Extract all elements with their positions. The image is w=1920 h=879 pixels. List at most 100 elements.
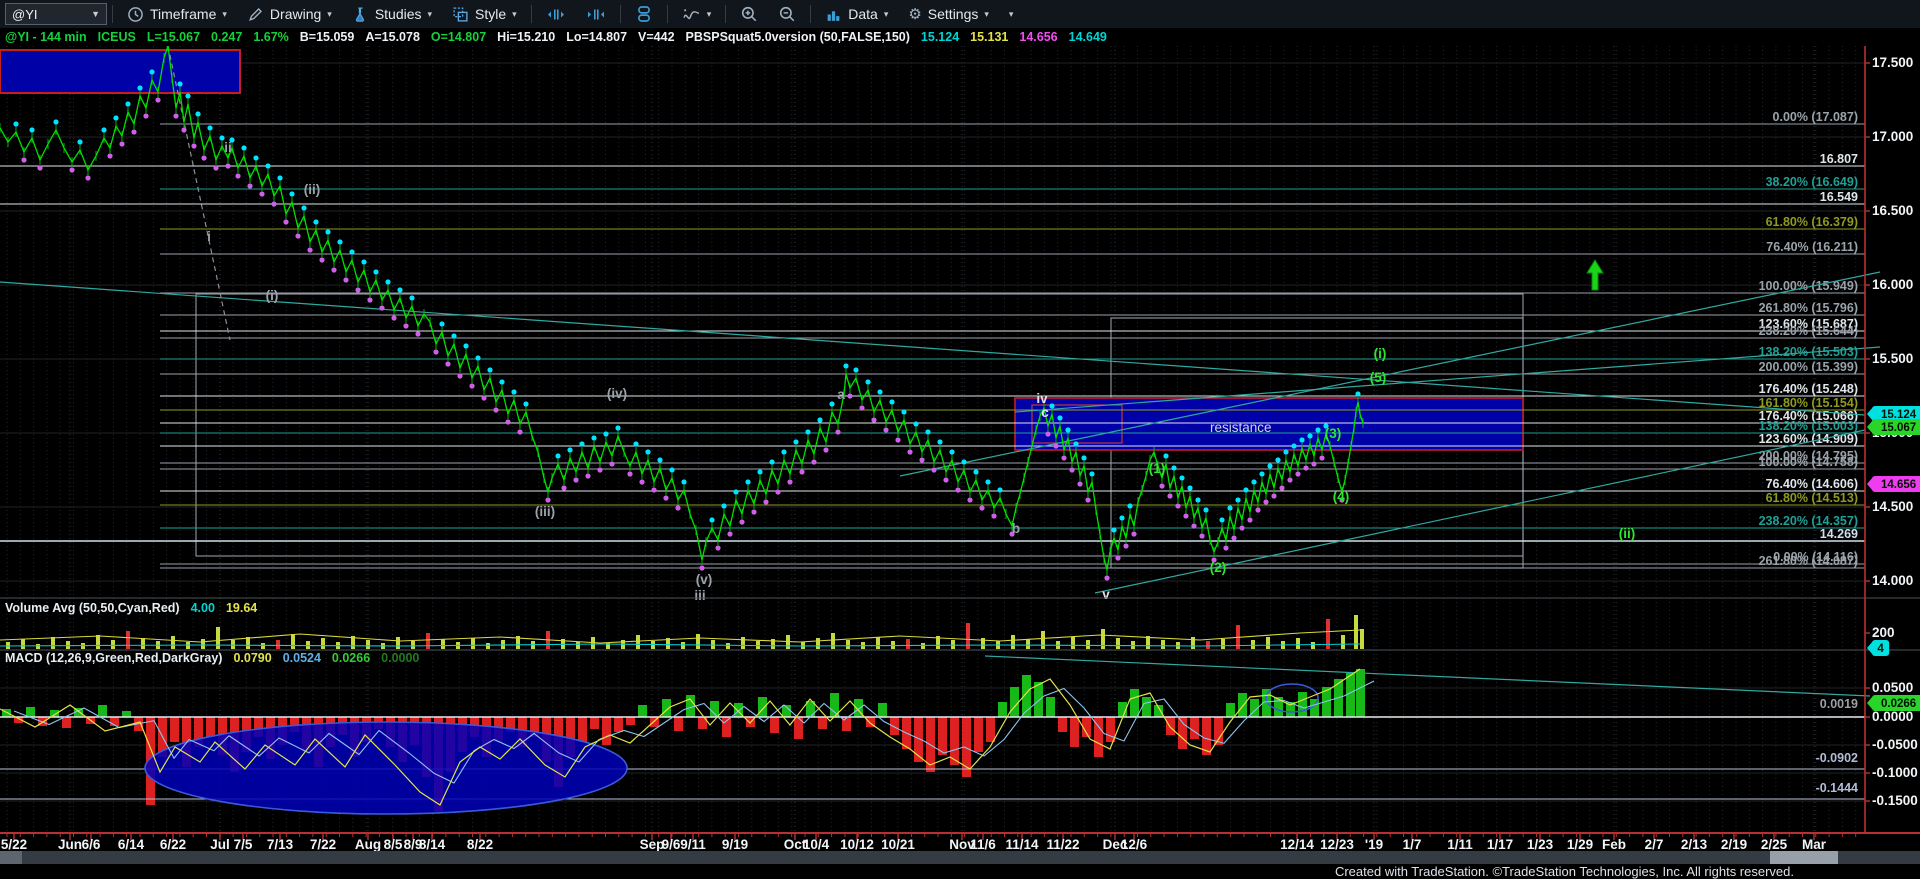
svg-text:(ii): (ii): [1619, 526, 1636, 541]
bars-expand-icon: [587, 9, 604, 19]
menu-label: Studies: [374, 6, 422, 22]
zoom-in-button[interactable]: [731, 1, 767, 27]
svg-text:1/7: 1/7: [1403, 837, 1422, 852]
label-segment: Volume Avg (50,50,Cyan,Red): [5, 601, 180, 615]
svg-text:200: 200: [1872, 625, 1895, 640]
svg-text:1/23: 1/23: [1527, 837, 1554, 852]
svg-text:(4): (4): [1333, 489, 1350, 504]
svg-text:0.0019: 0.0019: [1820, 697, 1858, 711]
svg-text:14.656: 14.656: [1881, 479, 1916, 491]
chevron-down-icon: ▾: [427, 8, 433, 19]
svg-text:15.500: 15.500: [1872, 351, 1913, 366]
label-segment: 0.0790: [233, 651, 272, 665]
label-segment: 14.649: [1068, 30, 1107, 44]
divider: [112, 5, 113, 23]
label-segment: 0.247: [211, 30, 243, 44]
svg-text:v: v: [1102, 587, 1110, 602]
svg-text:9/6: 9/6: [662, 837, 681, 852]
svg-text:14.000: 14.000: [1872, 573, 1913, 588]
symbol-label: @YI: [12, 6, 38, 22]
svg-text:138.20% (15.003): 138.20% (15.003): [1759, 419, 1858, 433]
svg-text:-0.1000: -0.1000: [1872, 765, 1918, 780]
svg-text:76.40% (16.211): 76.40% (16.211): [1766, 240, 1858, 254]
svg-text:(iv): (iv): [607, 386, 627, 401]
zoom-out-button[interactable]: [769, 1, 805, 27]
menu-style[interactable]: Style ▾: [443, 1, 526, 27]
svg-text:14.500: 14.500: [1872, 499, 1913, 514]
scrollbar-thumb[interactable]: [1770, 851, 1838, 864]
svg-text:100.00% (14.758): 100.00% (14.758): [1759, 455, 1858, 469]
svg-text:261.80% (14.087): 261.80% (14.087): [1759, 554, 1858, 568]
clock-icon: [127, 6, 144, 23]
label-segment: 15.124: [920, 30, 960, 44]
label-segment: V=442: [638, 30, 675, 44]
style-icon: [452, 6, 469, 23]
svg-text:16.000: 16.000: [1872, 277, 1913, 292]
menu-data[interactable]: Data ▾: [816, 1, 897, 27]
svg-text:17.000: 17.000: [1872, 129, 1913, 144]
svg-text:(i): (i): [1374, 346, 1387, 361]
menu-label: Timeframe: [150, 6, 217, 22]
svg-text:-0.0500: -0.0500: [1872, 737, 1918, 752]
svg-text:0.0500: 0.0500: [1872, 680, 1913, 695]
pencil-icon: [247, 6, 264, 23]
sessions-button[interactable]: [626, 1, 662, 27]
svg-text:6/6: 6/6: [82, 837, 101, 852]
horizontal-scrollbar[interactable]: [0, 851, 1920, 864]
svg-text:38.20% (16.649): 38.20% (16.649): [1766, 175, 1858, 189]
menu-settings[interactable]: ⚙ Settings ▾: [899, 1, 998, 27]
svg-text:12/14: 12/14: [1280, 837, 1314, 852]
divider: [810, 5, 812, 23]
svg-text:17.500: 17.500: [1872, 55, 1913, 70]
chevron-down-icon: ▼: [91, 9, 100, 19]
label-segment: 0.0266: [331, 651, 371, 665]
symbol-select[interactable]: @YI ▼: [5, 3, 107, 25]
label-segment: @YI - 144 min: [5, 30, 87, 44]
svg-text:a: a: [837, 387, 845, 402]
label-segment: 14.656: [1019, 30, 1058, 44]
divider: [666, 5, 668, 23]
menu-studies[interactable]: Studies ▾: [343, 1, 441, 27]
svg-text:9/19: 9/19: [722, 837, 748, 852]
svg-text:0.00% (14.116): 0.00% (14.116): [1773, 550, 1858, 564]
svg-text:161.80% (15.154): 161.80% (15.154): [1759, 396, 1858, 410]
svg-text:238.20% (15.644): 238.20% (15.644): [1759, 324, 1858, 338]
svg-text:10/12: 10/12: [840, 837, 874, 852]
svg-text:16.807: 16.807: [1820, 152, 1858, 166]
label-segment: 15.131: [970, 30, 1009, 44]
menu-timeframe[interactable]: Timeframe ▾: [118, 1, 236, 27]
svg-text:c: c: [1041, 405, 1049, 420]
label-segment: B=15.059: [299, 30, 355, 44]
svg-text:'19: '19: [1365, 837, 1383, 852]
menu-drawing[interactable]: Drawing ▾: [238, 1, 341, 27]
drawing-mode-button[interactable]: ▾: [673, 1, 721, 27]
svg-text:11/6: 11/6: [970, 837, 996, 852]
svg-text:0.00% (17.087): 0.00% (17.087): [1773, 110, 1858, 124]
svg-text:61.80% (14.513): 61.80% (14.513): [1766, 491, 1858, 505]
svg-text:5/22: 5/22: [1, 837, 27, 852]
scrollbar-left-stepper[interactable]: [0, 851, 22, 864]
more-menu-button[interactable]: ▾: [1008, 8, 1014, 19]
svg-text:Feb: Feb: [1602, 837, 1626, 852]
bar-spacing-decrease-button[interactable]: [537, 1, 575, 27]
svg-text:123.60% (15.687): 123.60% (15.687): [1759, 317, 1858, 331]
bar-spacing-increase-button[interactable]: [577, 1, 615, 27]
svg-text:1/17: 1/17: [1487, 837, 1513, 852]
svg-text:(v): (v): [696, 572, 713, 587]
svg-text:Jun: Jun: [58, 837, 82, 852]
macd-indicator-label: MACD (12,26,9,Green,Red,DarkGray) 0.0790 0…: [5, 651, 419, 665]
svg-text:-0.1500: -0.1500: [1872, 793, 1918, 808]
svg-text:Mar: Mar: [1802, 837, 1827, 852]
svg-text:100.00% (15.949): 100.00% (15.949): [1759, 279, 1858, 293]
gear-icon: ⚙: [908, 5, 922, 23]
svg-text:iv: iv: [1036, 391, 1048, 406]
svg-text:200.00% (15.399): 200.00% (15.399): [1759, 360, 1858, 374]
flask-icon: [352, 6, 369, 23]
bars-compress-icon: [547, 9, 564, 19]
svg-text:0.0266: 0.0266: [1881, 698, 1916, 710]
svg-text:7/13: 7/13: [267, 837, 294, 852]
svg-text:2/13: 2/13: [1681, 837, 1708, 852]
chevron-down-icon: ▾: [984, 8, 989, 19]
symbol-info-bar: @YI - 144 min ICEUS L=15.067 0.247 1.67% B=15…: [0, 28, 1920, 46]
